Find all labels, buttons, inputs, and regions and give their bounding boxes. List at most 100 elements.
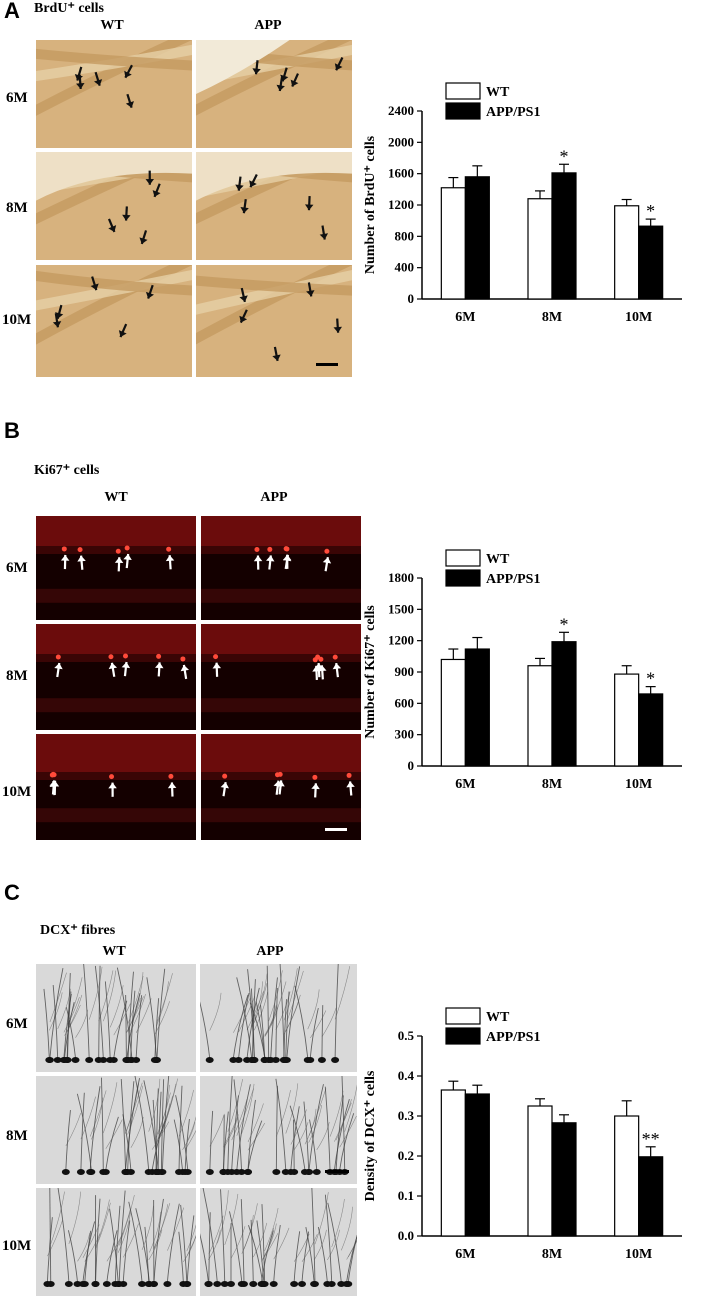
y-tick-label: 0.1 bbox=[398, 1188, 414, 1203]
legend-label: APP/PS1 bbox=[486, 1030, 540, 1045]
bar bbox=[527, 198, 553, 300]
arrow-marker bbox=[145, 284, 154, 299]
arrow-marker bbox=[306, 282, 315, 297]
micrograph bbox=[36, 516, 196, 620]
y-tick-label: 0.0 bbox=[398, 1228, 414, 1243]
y-tick-label: 900 bbox=[395, 664, 415, 679]
arrow-marker bbox=[124, 64, 133, 79]
y-tick-label: 1500 bbox=[388, 601, 414, 616]
arrow-marker bbox=[346, 781, 355, 796]
panel-letter-b: B bbox=[4, 418, 20, 443]
arrow-marker bbox=[114, 557, 124, 572]
bar bbox=[464, 176, 490, 300]
scale-bar bbox=[325, 1170, 349, 1173]
arrow-marker bbox=[155, 662, 164, 677]
arrow-marker bbox=[311, 783, 320, 798]
arrow-marker bbox=[273, 780, 282, 795]
arrow-marker bbox=[165, 555, 175, 570]
y-tick-label: 600 bbox=[395, 695, 415, 710]
y-axis-label: Number of Ki67⁺ cells bbox=[363, 605, 378, 739]
panel-c-row-label-6m: 6M bbox=[6, 1016, 28, 1032]
y-tick-label: 0 bbox=[408, 758, 415, 773]
arrow-marker bbox=[252, 60, 261, 75]
arrow-marker bbox=[282, 554, 292, 569]
panel-letter-a: A bbox=[4, 0, 20, 23]
legend-swatch bbox=[445, 569, 481, 587]
bar bbox=[638, 693, 664, 767]
y-tick-label: 800 bbox=[395, 228, 415, 243]
y-tick-label: 2000 bbox=[388, 134, 414, 149]
arrow-marker bbox=[249, 174, 258, 188]
legend-swatch bbox=[445, 82, 481, 100]
arrow-marker bbox=[139, 230, 148, 245]
panel-b-row-label-8m: 8M bbox=[6, 668, 28, 684]
arrow-marker bbox=[121, 661, 131, 677]
panel-a-title: BrdU⁺ cells bbox=[34, 1, 104, 16]
significance-mark: * bbox=[560, 614, 569, 634]
arrow-marker bbox=[76, 74, 85, 90]
micrograph bbox=[196, 152, 352, 260]
panel-b-row-label-10m: 10M bbox=[2, 784, 32, 800]
x-tick-label: 10M bbox=[625, 310, 652, 325]
y-axis-label: Density of DCX⁺ cells bbox=[363, 1070, 378, 1201]
significance-mark: * bbox=[646, 201, 655, 221]
arrow-marker bbox=[50, 780, 60, 795]
panel-a-row-label-6m: 6M bbox=[6, 90, 28, 106]
legend-swatch bbox=[445, 1007, 481, 1025]
arrow-marker bbox=[167, 782, 177, 797]
panel-a-row-label-8m: 8M bbox=[6, 200, 28, 216]
bar-chart: 0 300 600 900 1200 1500 1800 Number of Ki67⁺ ce… bbox=[360, 549, 690, 802]
arrow-marker bbox=[54, 662, 63, 678]
significance-mark: * bbox=[560, 146, 569, 166]
x-tick-label: 8M bbox=[542, 310, 562, 325]
bar bbox=[464, 648, 490, 767]
panel-c-row-label-8m: 8M bbox=[6, 1128, 28, 1144]
y-tick-label: 300 bbox=[395, 727, 415, 742]
significance-mark: * bbox=[646, 669, 655, 689]
x-tick-label: 8M bbox=[542, 1247, 562, 1262]
arrow-marker bbox=[235, 176, 244, 191]
bar bbox=[527, 1105, 553, 1237]
arrow-marker bbox=[272, 346, 281, 362]
legend-label: APP/PS1 bbox=[486, 105, 540, 120]
arrow-marker bbox=[108, 782, 117, 797]
micrograph bbox=[201, 516, 361, 620]
bar bbox=[551, 1122, 577, 1237]
micrograph bbox=[201, 624, 361, 730]
legend-label: WT bbox=[486, 85, 510, 100]
y-tick-label: 400 bbox=[395, 260, 415, 275]
arrow-marker bbox=[220, 782, 229, 797]
micrograph bbox=[36, 1188, 196, 1296]
y-tick-label: 1600 bbox=[388, 166, 414, 181]
legend-label: WT bbox=[486, 552, 510, 567]
bar-chart: 0 400 800 1200 1600 2000 2400 Number of BrdU⁺ c… bbox=[360, 82, 690, 335]
arrow-marker bbox=[212, 662, 222, 677]
arrow-marker bbox=[94, 71, 103, 87]
panel-a-col-label-app: APP bbox=[254, 18, 282, 33]
x-tick-label: 6M bbox=[455, 1247, 475, 1262]
arrow-marker bbox=[304, 196, 314, 211]
bar bbox=[440, 187, 466, 300]
bar bbox=[464, 1093, 490, 1237]
micrograph bbox=[196, 40, 352, 148]
micrograph bbox=[36, 152, 192, 260]
legend-swatch bbox=[445, 549, 481, 567]
arrow-marker bbox=[334, 57, 344, 71]
y-tick-label: 0.3 bbox=[398, 1108, 415, 1123]
arrow-marker bbox=[239, 287, 248, 303]
arrow-marker bbox=[253, 555, 263, 570]
panel-c-title: DCX⁺ fibres bbox=[40, 923, 116, 938]
arrow-marker bbox=[333, 318, 342, 333]
arrow-marker bbox=[276, 76, 285, 92]
bar bbox=[551, 641, 577, 767]
arrow-marker bbox=[290, 73, 299, 87]
micrograph bbox=[196, 265, 352, 377]
bar bbox=[440, 1089, 466, 1237]
bar bbox=[614, 1115, 640, 1237]
panel-a-col-label-wt: WT bbox=[100, 18, 124, 33]
arrow-marker bbox=[90, 276, 99, 291]
arrow-marker bbox=[123, 553, 132, 569]
x-tick-label: 6M bbox=[455, 777, 475, 792]
panel-b-col-label-wt: WT bbox=[104, 490, 128, 505]
micrograph bbox=[36, 624, 196, 730]
